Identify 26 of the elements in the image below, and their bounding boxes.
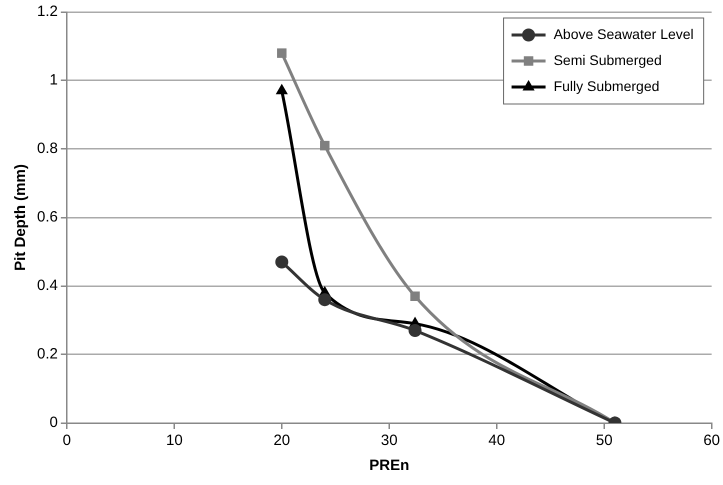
legend-label: Fully Submerged [554,78,660,94]
y-axis-title: Pit Depth (mm) [12,164,30,271]
x-tick-label: 50 [596,432,613,450]
x-tick-label: 20 [273,432,290,450]
x-tick-label: 60 [703,432,720,450]
y-tick-label: 1.2 [36,3,58,20]
y-tick-label: 0.2 [36,346,58,363]
legend-label: Semi Submerged [554,52,662,68]
x-tick-label: 10 [166,432,183,450]
x-tick-label: 0 [62,432,72,450]
point [277,48,287,58]
point [276,84,288,94]
point [408,324,422,338]
y-tick-label: 1 [50,72,58,89]
legend-label: Above Seawater Level [554,26,694,42]
y-tick-label: 0.6 [36,208,58,226]
point [410,292,420,302]
x-axis-title: PREn [369,457,410,474]
x-tick-label: 40 [488,432,506,450]
point [318,293,332,306]
x-tick-label: 30 [380,432,398,450]
y-tick-label: 0 [50,414,58,432]
y-tick-label: 0.4 [36,277,58,294]
y-tick-label: 0.8 [36,140,58,158]
point [320,140,330,150]
point [275,256,288,269]
